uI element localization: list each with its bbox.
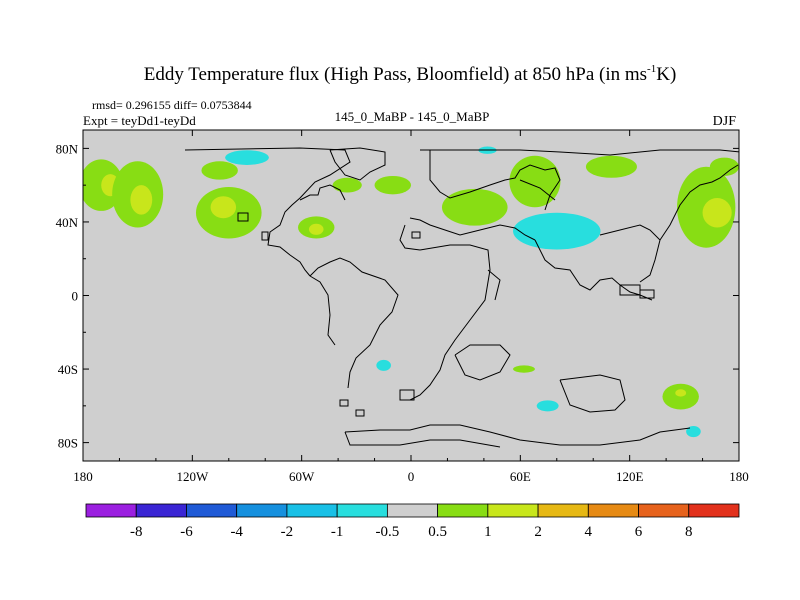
anomaly-region-5 xyxy=(210,196,237,219)
colorbar-swatch-6 xyxy=(386,503,439,518)
y-tick-label-2: 0 xyxy=(72,289,79,304)
colorbar-swatch-1 xyxy=(135,503,187,518)
colorbar-label-5: -0.5 xyxy=(376,524,400,540)
chart-title: Eddy Temperature flux (High Pass, Bloomf… xyxy=(144,63,677,85)
y-tick-label-1: 40N xyxy=(56,215,79,230)
colorbar-swatch-3 xyxy=(236,503,288,518)
anomaly-region-15 xyxy=(513,212,601,250)
y-tick-label-3: 40S xyxy=(58,362,78,377)
colorbar-swatch-8 xyxy=(487,503,539,518)
stats-label: rmsd= 0.296155 diff= 0.0753844 xyxy=(92,98,252,112)
y-tick-label-0: 80N xyxy=(56,141,79,156)
expt-label: Expt = teyDd1-teyDd xyxy=(83,113,196,128)
anomaly-region-19 xyxy=(709,157,739,176)
anomaly-region-3 xyxy=(130,185,153,215)
colorbar-swatch-4 xyxy=(286,503,338,518)
x-tick-label-0: 180 xyxy=(73,469,93,484)
colorbar-label-8: 2 xyxy=(534,524,542,540)
colorbar-swatch-12 xyxy=(688,503,740,518)
colorbar-swatch-2 xyxy=(186,503,238,518)
colorbar-label-9: 4 xyxy=(585,524,593,540)
chart-title-superscript: -1 xyxy=(647,63,656,75)
colorbar-swatch-0 xyxy=(85,503,137,518)
anomaly-region-18 xyxy=(702,198,732,228)
colorbar-label-11: 8 xyxy=(685,524,693,540)
chart-title-end: K) xyxy=(656,64,676,85)
chart-title-main: Eddy Temperature flux (High Pass, Bloomf… xyxy=(144,64,647,85)
x-tick-label-2: 60W xyxy=(289,469,315,484)
colorbar-swatch-9 xyxy=(537,503,589,518)
colorbar-label-4: -1 xyxy=(331,524,344,540)
y-axis: 80N 40N 0 40S 80S xyxy=(56,141,739,451)
colorbar-label-1: -6 xyxy=(180,524,193,540)
x-tick-label-4: 60E xyxy=(510,469,531,484)
colorbar-label-2: -4 xyxy=(230,524,243,540)
colorbar-swatch-10 xyxy=(587,503,639,518)
anomaly-region-11 xyxy=(374,175,411,195)
anomaly-region-22 xyxy=(536,400,559,412)
anomaly-region-24 xyxy=(675,389,687,397)
x-tick-label-1: 120W xyxy=(176,469,209,484)
x-axis: 180 120W 60W 0 60E 120E 180 xyxy=(73,130,749,484)
anomaly-region-21 xyxy=(513,365,535,373)
colorbar-label-0: -8 xyxy=(130,524,143,540)
x-tick-label-6: 180 xyxy=(729,469,749,484)
anomaly-region-25 xyxy=(686,426,701,438)
y-tick-label-4: 80S xyxy=(58,436,78,451)
x-tick-label-5: 120E xyxy=(616,469,644,484)
anomaly-region-13 xyxy=(441,188,508,226)
anomaly-region-14 xyxy=(509,155,561,208)
center-label: 145_0_MaBP - 145_0_MaBP xyxy=(335,109,490,124)
colorbar-label-3: -2 xyxy=(281,524,294,540)
anomaly-region-6 xyxy=(201,161,238,180)
anomaly-region-7 xyxy=(225,150,269,165)
season-label: DJF xyxy=(713,114,737,129)
anomaly-regions xyxy=(83,146,739,438)
colorbar-swatch-7 xyxy=(437,503,489,518)
colorbar-swatch-11 xyxy=(638,503,690,518)
x-tick-label-3: 0 xyxy=(408,469,415,484)
anomaly-region-10 xyxy=(332,177,362,193)
colorbar-swatch-5 xyxy=(336,503,388,518)
continent-outlines xyxy=(184,147,739,448)
colorbar-label-6: 0.5 xyxy=(428,524,447,540)
anomaly-region-16 xyxy=(585,155,637,178)
anomaly-region-20 xyxy=(376,359,391,371)
anomaly-region-9 xyxy=(308,223,324,235)
colorbar-label-10: 6 xyxy=(635,524,643,540)
colorbar-label-7: 1 xyxy=(484,524,492,540)
colorbar: -8 -6 -4 -2 -1 -0.5 0.5 1 2 4 6 8 xyxy=(85,503,740,540)
